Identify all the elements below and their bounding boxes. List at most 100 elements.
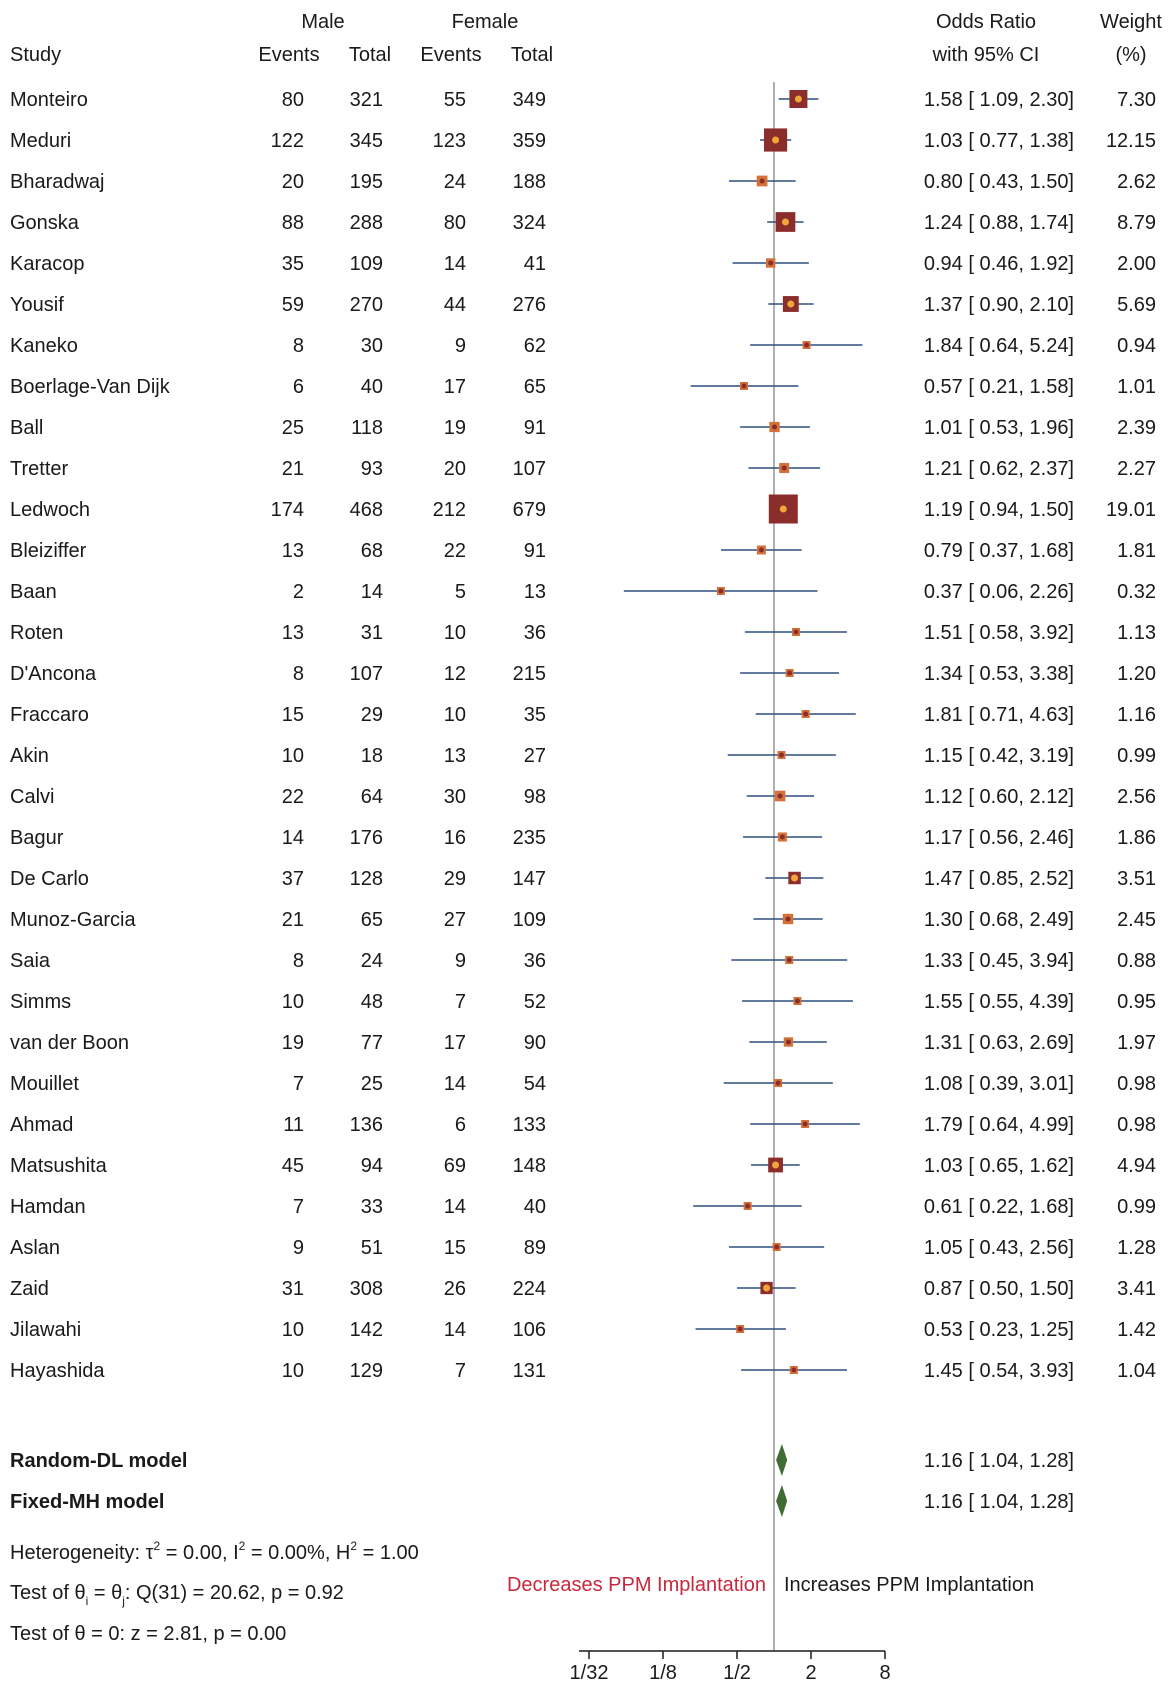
study-name: Calvi <box>10 786 54 808</box>
heterogeneity-part-0: Heterogeneity: τ <box>10 1542 154 1564</box>
male-total: 18 <box>361 745 383 767</box>
male-total: 29 <box>361 704 383 726</box>
weight-value: 1.86 <box>1117 827 1156 849</box>
weight-value: 12.15 <box>1106 130 1156 152</box>
summary-name: Fixed-MH model <box>10 1491 164 1513</box>
study-row: Zaid 31 308 26 224 0.87 [ 0.50, 1.50] 3.41 <box>10 1278 1156 1300</box>
header-female: Female <box>452 11 519 33</box>
heterogeneity-sup-1: 2 <box>239 1539 246 1553</box>
female-events: 12 <box>444 663 466 685</box>
study-row: De Carlo 37 128 29 147 1.47 [ 0.85, 2.52] 3.51 <box>10 868 1156 890</box>
male-events: 45 <box>282 1155 304 1177</box>
female-events: 7 <box>455 991 466 1013</box>
female-total: 91 <box>524 540 546 562</box>
study-row: Akin 10 18 13 27 1.15 [ 0.42, 3.19] 0.99 <box>10 745 1156 767</box>
female-events: 14 <box>444 1073 466 1095</box>
study-row: van der Boon 19 77 17 90 1.31 [ 0.63, 2.69] 1.… <box>10 1032 1156 1054</box>
odds-ratio-ci: 1.31 [ 0.63, 2.69] <box>924 1032 1074 1054</box>
male-events: 15 <box>282 704 304 726</box>
male-events: 19 <box>282 1032 304 1054</box>
study-name: Yousif <box>10 294 64 316</box>
male-events: 9 <box>293 1237 304 1259</box>
male-events: 25 <box>282 417 304 439</box>
female-total: 36 <box>524 950 546 972</box>
point-estimate <box>774 1244 780 1250</box>
weight-value: 0.99 <box>1117 1196 1156 1218</box>
male-events: 2 <box>293 581 304 603</box>
male-total: 51 <box>361 1237 383 1259</box>
odds-ratio-ci: 1.21 [ 0.62, 2.37] <box>924 458 1074 480</box>
female-events: 30 <box>444 786 466 808</box>
odds-ratio-ci: 1.47 [ 0.85, 2.52] <box>924 868 1074 890</box>
female-total: 679 <box>513 499 546 521</box>
study-name: Aslan <box>10 1237 60 1259</box>
female-total: 349 <box>513 89 546 111</box>
point-estimate <box>772 424 778 430</box>
weight-value: 1.42 <box>1117 1319 1156 1341</box>
female-events: 17 <box>444 1032 466 1054</box>
study-row: Tretter 21 93 20 107 1.21 [ 0.62, 2.37] 2.27 <box>10 458 1156 480</box>
male-events: 10 <box>282 991 304 1013</box>
study-row: Bagur 14 176 16 235 1.17 [ 0.56, 2.46] 1.86 <box>10 827 1156 849</box>
point-estimate <box>781 218 789 226</box>
male-total: 129 <box>350 1360 383 1382</box>
weight-value: 2.39 <box>1117 417 1156 439</box>
male-events: 8 <box>293 663 304 685</box>
test-theta-i-sub-1: j <box>121 1594 125 1608</box>
weight-value: 0.98 <box>1117 1073 1156 1095</box>
point-estimate <box>779 834 785 840</box>
header-study: Study <box>10 44 61 66</box>
weight-value: 1.81 <box>1117 540 1156 562</box>
point-estimate <box>786 957 792 963</box>
odds-ratio-ci: 1.17 [ 0.56, 2.46] <box>924 827 1074 849</box>
female-total: 89 <box>524 1237 546 1259</box>
female-events: 26 <box>444 1278 466 1300</box>
odds-ratio-ci: 1.12 [ 0.60, 2.12] <box>924 786 1074 808</box>
male-events: 22 <box>282 786 304 808</box>
test-theta-i-part-1: = θ <box>88 1582 122 1604</box>
point-estimate <box>791 1367 797 1373</box>
female-events: 80 <box>444 212 466 234</box>
male-total: 136 <box>350 1114 383 1136</box>
study-row: Fraccaro 15 29 10 35 1.81 [ 0.71, 4.63] 1.16 <box>10 704 1156 726</box>
male-total: 118 <box>351 417 383 439</box>
weight-value: 2.27 <box>1117 458 1156 480</box>
study-name: Saia <box>10 950 51 972</box>
male-events: 122 <box>271 130 304 152</box>
study-row: Hayashida 10 129 7 131 1.45 [ 0.54, 3.93] 1.04 <box>10 1360 1156 1382</box>
study-name: Akin <box>10 745 49 767</box>
test-theta-i-text: Test of θi = θj: Q(31) = 20.62, p = 0.92 <box>10 1582 344 1608</box>
point-estimate <box>772 1161 780 1169</box>
summary-name: Random-DL model <box>10 1450 187 1472</box>
header-female-events: Events <box>420 44 481 66</box>
male-total: 48 <box>361 991 383 1013</box>
male-events: 7 <box>293 1196 304 1218</box>
female-total: 147 <box>513 868 546 890</box>
heterogeneity-part-3: = 1.00 <box>357 1542 419 1564</box>
male-events: 11 <box>283 1114 304 1136</box>
study-name: Bharadwaj <box>10 171 105 193</box>
odds-ratio-ci: 1.33 [ 0.45, 3.94] <box>924 950 1074 972</box>
point-estimate <box>779 505 787 513</box>
odds-ratio-ci: 1.30 [ 0.68, 2.49] <box>924 909 1074 931</box>
weight-value: 0.88 <box>1117 950 1156 972</box>
study-row: Hamdan 7 33 14 40 0.61 [ 0.22, 1.68] 0.99 <box>10 1196 1156 1218</box>
study-name: Zaid <box>10 1278 49 1300</box>
male-total: 107 <box>350 663 383 685</box>
odds-ratio-ci: 1.79 [ 0.64, 4.99] <box>924 1114 1074 1136</box>
study-row: Ball 25 118 19 91 1.01 [ 0.53, 1.96] 2.39 <box>10 417 1156 439</box>
odds-ratio-ci: 0.79 [ 0.37, 1.68] <box>924 540 1074 562</box>
male-events: 10 <box>282 1360 304 1382</box>
female-total: 40 <box>524 1196 546 1218</box>
male-events: 14 <box>282 827 304 849</box>
x-tick-label: 1/8 <box>649 1662 677 1684</box>
female-events: 10 <box>444 704 466 726</box>
male-total: 14 <box>361 581 383 603</box>
female-total: 107 <box>513 458 546 480</box>
male-total: 30 <box>361 335 383 357</box>
x-tick-label: 1/2 <box>723 1662 751 1684</box>
study-row: D'Ancona 8 107 12 215 1.34 [ 0.53, 3.38] 1.20 <box>10 663 1156 685</box>
weight-value: 1.13 <box>1117 622 1156 644</box>
female-total: 27 <box>524 745 546 767</box>
male-total: 93 <box>361 458 383 480</box>
